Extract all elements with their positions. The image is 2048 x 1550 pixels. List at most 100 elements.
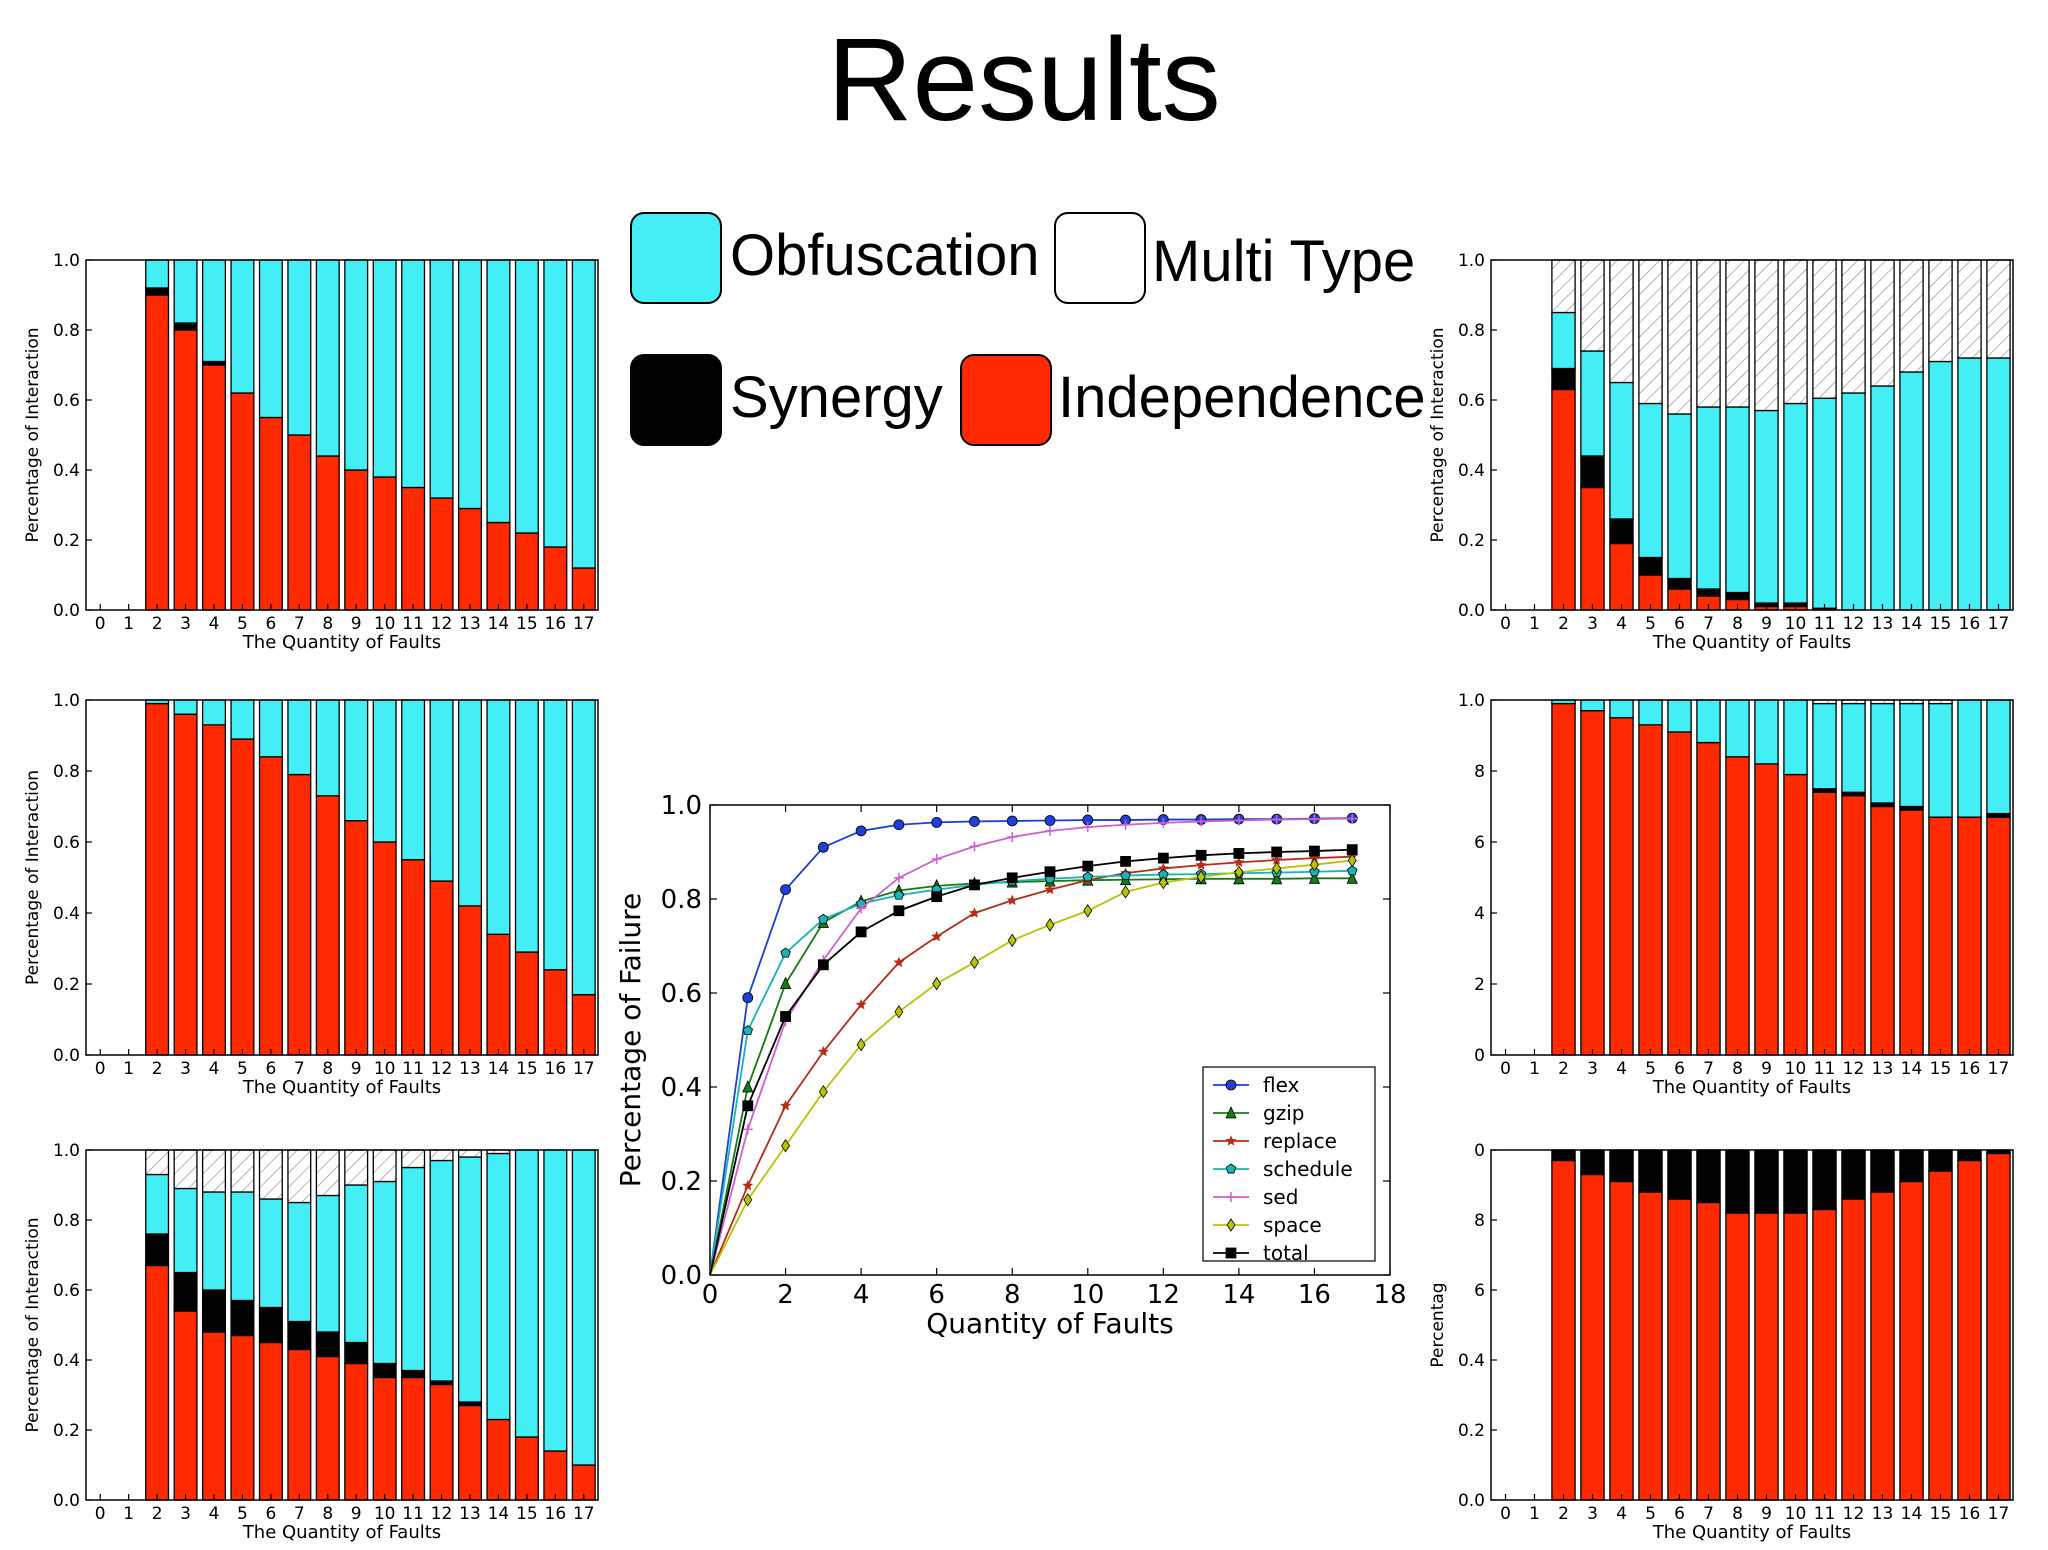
plot-frame [1490, 699, 2014, 1056]
bar-independence [543, 1450, 568, 1501]
y-tick-label: 0.0 [53, 601, 80, 621]
bar-synergy [287, 1320, 312, 1351]
x-tick-label: 13 [1872, 614, 1894, 634]
bar-synergy [1754, 1149, 1779, 1214]
bar-independence [1783, 1212, 1808, 1501]
legend-label-space: space [1263, 1213, 1322, 1237]
x-tick-label: 8 [1004, 1280, 1021, 1310]
x-tick-label: 14 [488, 1059, 510, 1079]
bar-independence [258, 756, 283, 1056]
x-tick-label: 1 [123, 614, 134, 634]
legend-marker-schedule [1225, 1163, 1237, 1174]
x-tick-label: 5 [1645, 614, 1656, 634]
point-total [1271, 846, 1283, 858]
bar-independence [1957, 816, 1982, 1056]
x-tick-label: 10 [1785, 614, 1807, 634]
bar-independence [401, 486, 426, 611]
point-replace [855, 998, 867, 1010]
x-tick-label: 6 [1674, 1504, 1685, 1524]
bar-multi [401, 1149, 426, 1169]
bar-obfuscation [1609, 699, 1634, 719]
bar-obfuscation [401, 259, 426, 489]
bar-synergy [401, 1369, 426, 1379]
x-axis-label: The Quantity of Faults [242, 1077, 441, 1098]
bar-independence [372, 1376, 397, 1501]
x-tick-label: 18 [1373, 1280, 1406, 1310]
bar-chart-bottom-left: 0.00.20.40.60.81.00 1 2 3 4 5 6 7 8 9 10 11 12 13 14 15… [23, 1141, 599, 1543]
x-tick-label: 15 [1930, 1059, 1952, 1079]
bar-obfuscation [145, 1173, 170, 1235]
legend-label-flex: flex [1263, 1073, 1300, 1097]
bar-obfuscation [315, 1194, 340, 1333]
bar-obfuscation [429, 1159, 454, 1382]
point-replace [742, 1179, 754, 1191]
y-tick-label: 0.2 [53, 531, 80, 551]
x-tick-label: 15 [516, 1504, 538, 1524]
bar-obfuscation [1812, 397, 1837, 609]
x-tick-label: 2 [152, 1059, 163, 1079]
bar-obfuscation [1580, 350, 1605, 457]
x-tick-label: 2 [1558, 1504, 1569, 1524]
point-space [1272, 861, 1282, 876]
point-space [856, 1037, 866, 1052]
y-tick-label: 0.2 [1458, 1421, 1485, 1441]
point-space [932, 976, 942, 991]
bar-synergy [1957, 1149, 1982, 1162]
bar-obfuscation [1812, 702, 1837, 790]
point-schedule [1346, 865, 1358, 876]
legend-label-synergy: Synergy [730, 365, 943, 430]
x-tick-label: 0 [1500, 1059, 1511, 1079]
x-tick-label: 12 [431, 1059, 453, 1079]
x-tick-label: 4 [1616, 1504, 1627, 1524]
point-gzip [779, 976, 792, 990]
x-tick-label: 11 [402, 1059, 424, 1079]
x-tick-label: 3 [1587, 1059, 1598, 1079]
x-tick-label: 13 [459, 1504, 481, 1524]
bar-synergy [1638, 1149, 1663, 1193]
point-gzip [742, 1080, 754, 1093]
bar-independence [344, 469, 369, 611]
bar-independence [429, 880, 454, 1056]
x-tick-label: 11 [402, 614, 424, 634]
bar-obfuscation [514, 699, 539, 953]
bar-multi [315, 1149, 340, 1197]
y-tick-label: 0.6 [53, 833, 80, 853]
legend-marker-total [1225, 1247, 1237, 1259]
x-tick-label: 16 [1959, 1504, 1981, 1524]
y-tick-label: 0.2 [53, 1421, 80, 1441]
point-total [1082, 860, 1094, 872]
x-tick-label: 0 [95, 1504, 106, 1524]
point-total [742, 1100, 754, 1112]
bar-independence [315, 1355, 340, 1501]
y-tick-label: 0.8 [53, 1211, 80, 1231]
bar-synergy [1551, 367, 1576, 391]
bar-obfuscation [514, 259, 539, 534]
y-tick-label: 0.8 [53, 762, 80, 782]
x-tick-label: 7 [1703, 1504, 1714, 1524]
x-tick-label: 3 [180, 1504, 191, 1524]
bar-synergy [1725, 591, 1750, 601]
bar-independence [429, 1383, 454, 1501]
legend-swatch-independence [960, 354, 1052, 446]
x-tick-label: 2 [152, 614, 163, 634]
x-tick-label: 0 [95, 614, 106, 634]
bar-independence [514, 951, 539, 1056]
y-tick-label: 6 [1474, 833, 1485, 853]
bar-independence [1812, 791, 1837, 1056]
bar-obfuscation [315, 259, 340, 457]
bar-synergy [1667, 577, 1692, 590]
bar-synergy [173, 322, 198, 331]
bar-independence [201, 1331, 227, 1501]
x-tick-label: 6 [1674, 1059, 1685, 1079]
point-space [894, 1005, 904, 1019]
legend-marker-gzip [1225, 1106, 1237, 1119]
point-sed [1233, 815, 1244, 826]
point-total [1120, 856, 1131, 867]
point-replace [780, 1100, 792, 1111]
bar-obfuscation [486, 259, 511, 524]
x-tick-label: 15 [516, 1059, 538, 1079]
x-tick-label: 0 [1500, 1504, 1511, 1524]
point-space [1196, 870, 1206, 884]
point-space [1234, 865, 1244, 879]
